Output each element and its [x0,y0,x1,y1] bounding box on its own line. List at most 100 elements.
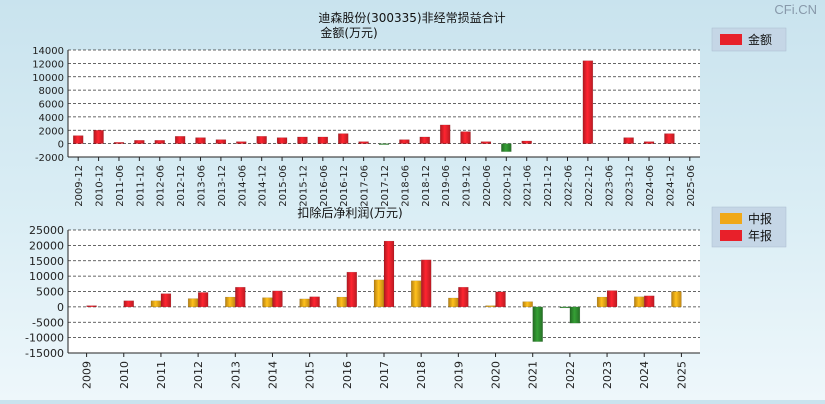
bar-金额 [664,133,675,144]
bar-年报 [86,305,97,308]
x-tick-label: 2011-12 [135,165,146,207]
bar-中报 [150,300,162,308]
watermark: CFi.CN [774,2,817,17]
x-tick-label: 2017-06 [360,165,371,207]
x-tick-label: 2014-06 [237,165,248,207]
bar-金额 [113,142,125,144]
x-tick-label: 2021 [527,361,540,389]
x-tick-label: 2017-12 [380,165,391,207]
y-tick-label: 6000 [39,100,64,111]
bar-金额 [582,60,594,144]
x-tick-label: 2023-12 [625,165,636,207]
x-tick-label: 2023 [601,361,614,389]
x-tick-label: 2025 [675,361,688,389]
x-tick-label: 2009 [81,361,94,389]
bar-金额 [93,130,104,144]
x-tick-label: 2016 [341,361,354,389]
x-tick-label: 2020 [490,361,503,389]
chart-title: 迪森股份(300335)非经常损益合计 [318,10,505,25]
bar-中报 [633,296,645,308]
bar-金额 [72,135,84,144]
bar-中报 [373,279,385,308]
y-tick-label: -2000 [35,153,64,164]
bar-中报 [522,301,533,308]
y-tick-label: 8000 [39,86,64,97]
bar-金额 [174,136,186,144]
x-tick-label: 2013 [229,361,242,389]
bar-金额 [480,141,492,144]
bar-年报 [420,259,432,308]
x-tick-label: 2022-12 [584,165,595,207]
x-tick-label: 2021-06 [523,165,534,207]
bar-年报 [643,295,655,308]
bar-金额 [256,136,267,144]
y-tick-label: 20000 [29,239,64,252]
x-tick-label: 2024-06 [645,165,656,207]
y-tick-label: 14000 [32,46,64,57]
y-tick-label: 15000 [29,255,64,268]
y-tick-label: 10000 [29,270,64,283]
bar-金额 [419,136,431,144]
bar-年报 [458,286,469,308]
bar-年报 [160,293,172,308]
x-tick-label: 2014 [266,361,279,389]
bar-金额 [154,140,165,144]
bar-金额 [134,140,145,144]
bar-年报 [309,296,320,308]
bar-金额 [317,136,329,144]
x-tick-label: 2019-12 [462,165,473,207]
legend-label: 金额 [748,32,772,47]
bar-金额 [501,143,512,152]
bar-金额 [358,141,369,144]
x-tick-label: 2009-12 [74,165,85,207]
x-tick-label: 2017 [378,361,391,389]
bar-年报 [569,306,581,324]
bar-年报 [272,290,283,308]
legend-swatch [720,230,742,241]
x-tick-label: 2020-06 [482,165,493,207]
chart-subtitle: 金额(万元) [320,25,377,40]
bar-金额 [521,140,532,144]
bar-中报 [559,306,571,309]
y-tick-label: 10000 [32,73,64,84]
y-tick-label: -10000 [25,332,64,345]
bar-中报 [448,297,459,308]
bar-年报 [123,300,135,308]
bar-金额 [623,137,634,144]
bar-年报 [235,286,246,308]
bar-中报 [225,296,236,308]
bar-年报 [346,271,358,308]
bar-中报 [596,296,608,308]
x-tick-label: 2021-12 [543,165,554,207]
x-tick-label: 2012-06 [156,165,167,207]
x-tick-label: 2018-12 [421,165,432,207]
x-tick-label: 2020-12 [502,165,513,207]
x-tick-label: 2013-06 [197,165,208,207]
bar-金额 [195,137,206,144]
x-tick-label: 2024 [638,361,651,389]
legend-label: 中报 [748,211,772,226]
x-tick-label: 2010 [118,361,131,389]
legend-swatch [720,34,742,45]
y-tick-label: 0 [58,140,64,151]
y-tick-label: 0 [57,301,64,314]
y-tick-label: -15000 [25,347,64,360]
bar-中报 [299,298,310,308]
x-tick-label: 2019 [452,361,465,389]
bar-年报 [495,291,506,308]
legend-swatch [720,213,742,224]
x-tick-label: 2011-06 [115,165,126,207]
x-tick-label: 2016-06 [319,165,330,207]
x-tick-label: 2025-06 [686,165,697,207]
x-tick-label: 2022 [564,361,577,389]
bar-中报 [671,291,682,308]
x-tick-label: 2014-12 [258,165,269,207]
y-tick-label: 4000 [39,113,64,124]
x-tick-label: 2023-06 [604,165,615,207]
x-tick-label: 2011 [155,361,168,389]
x-tick-label: 2019-06 [441,165,452,207]
bar-金额 [236,141,247,144]
x-tick-label: 2012 [192,361,205,389]
